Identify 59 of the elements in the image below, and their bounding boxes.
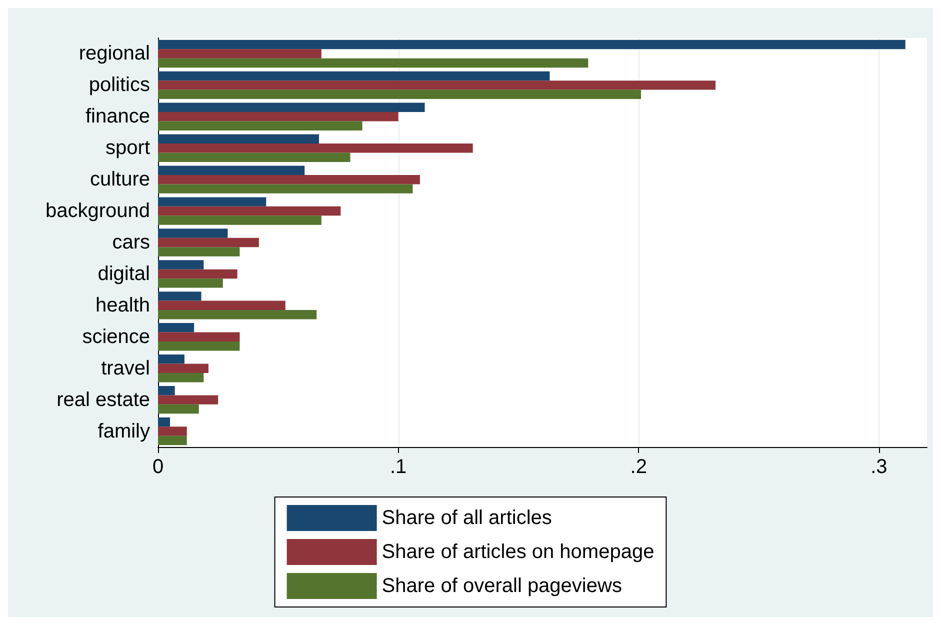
y-tick-label: background [45,200,150,222]
legend-label: Share of articles on homepage [382,541,654,563]
y-tick-label: sport [106,137,150,160]
bar [158,206,341,216]
bar [158,58,588,68]
legend-label: Share of overall pageviews [382,575,622,597]
y-tick-label: finance [86,106,150,128]
bar [158,144,473,153]
bar [158,112,398,122]
bar [158,332,240,342]
y-tick-label: science [82,326,150,348]
bar [158,372,204,382]
bar [158,395,218,404]
bar [158,102,425,112]
bar [158,238,259,248]
bar [158,71,550,81]
x-tick-label: .1 [390,456,407,478]
legend-label: Share of all articles [382,507,552,529]
bar [158,417,170,427]
bar [158,80,716,90]
y-tick-label: family [98,420,150,442]
bar [158,354,184,364]
bar [158,426,187,436]
y-tick-label: real estate [56,388,150,411]
bar [158,228,228,238]
bar [158,292,202,301]
y-tick-label: digital [98,262,150,285]
y-tick-label: travel [101,357,150,380]
y-tick-label: politics [88,74,150,96]
bar [158,436,187,446]
bar [158,40,906,50]
x-tick-label: .3 [870,456,888,478]
x-tick-label: 0 [152,456,164,478]
bar [158,166,305,175]
x-tick-label: .2 [630,456,647,478]
bar [158,269,238,279]
bar [158,364,208,373]
bar [158,247,240,256]
bar [158,152,350,162]
bar [158,197,266,206]
y-tick-label: health [96,294,150,316]
bar [158,121,362,130]
bar [158,278,223,288]
bar [158,342,240,351]
y-tick-label: cars [112,232,150,254]
bar [158,49,322,58]
bar [158,260,204,270]
bar [158,216,322,225]
bar [158,404,199,414]
bar [158,300,286,310]
bar [158,323,194,332]
y-tick-label: regional [78,42,150,65]
bar [158,386,175,396]
bar [158,174,420,184]
bar [158,184,413,194]
bar [158,310,317,320]
y-tick-label: culture [90,168,150,191]
bar [158,134,320,144]
bar [158,90,642,100]
